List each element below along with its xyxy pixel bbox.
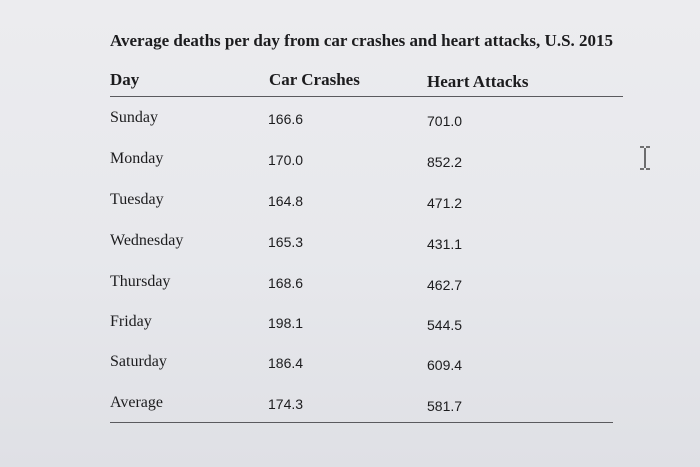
heart-attacks-cell: 544.5 — [427, 317, 463, 333]
table-row: Thursday 168.6 462.7 — [0, 273, 700, 297]
table-row: Sunday 166.6 701.0 — [0, 109, 700, 133]
car-crashes-cell: 170.0 — [268, 152, 304, 168]
day-cell: Wednesday — [110, 232, 184, 249]
day-cell: Average — [110, 394, 163, 411]
car-crashes-cell: 168.6 — [268, 275, 304, 291]
heart-attacks-cell: 701.0 — [427, 113, 463, 129]
header-rule — [110, 96, 623, 97]
day-cell: Friday — [110, 313, 152, 330]
header-day: Day — [110, 70, 140, 89]
heart-attacks-cell: 431.1 — [427, 236, 463, 252]
text-cursor-icon — [638, 146, 652, 170]
car-crashes-cell: 186.4 — [268, 355, 304, 371]
table-row: Saturday 186.4 609.4 — [0, 353, 700, 377]
table-row: Wednesday 165.3 431.1 — [0, 232, 700, 256]
day-cell: Saturday — [110, 353, 167, 370]
header-heart-attacks: Heart Attacks — [427, 72, 529, 91]
car-crashes-cell: 164.8 — [268, 193, 304, 209]
heart-attacks-cell: 471.2 — [427, 195, 463, 211]
car-crashes-cell: 198.1 — [268, 315, 304, 331]
heart-attacks-cell: 609.4 — [427, 357, 463, 373]
car-crashes-cell: 165.3 — [268, 234, 304, 250]
day-cell: Thursday — [110, 273, 171, 290]
car-crashes-cell: 166.6 — [268, 111, 304, 127]
table-row: Average 174.3 581.7 — [0, 394, 700, 418]
table-title: Average deaths per day from car crashes … — [110, 31, 614, 50]
header-car-crashes: Car Crashes — [269, 70, 360, 89]
heart-attacks-cell: 462.7 — [427, 277, 463, 293]
table-row: Friday 198.1 544.5 — [0, 313, 700, 337]
table-row: Tuesday 164.8 471.2 — [0, 191, 700, 215]
table-row: Monday 170.0 852.2 — [0, 150, 700, 174]
day-cell: Sunday — [110, 109, 158, 126]
heart-attacks-cell: 581.7 — [427, 398, 463, 414]
heart-attacks-cell: 852.2 — [427, 154, 463, 170]
car-crashes-cell: 174.3 — [268, 396, 304, 412]
day-cell: Tuesday — [110, 191, 164, 208]
day-cell: Monday — [110, 150, 164, 167]
footer-rule — [110, 422, 613, 423]
